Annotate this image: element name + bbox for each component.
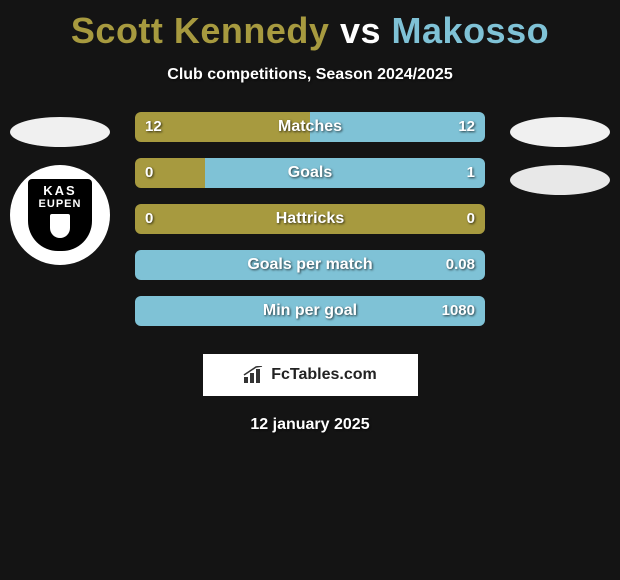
bar-label: Goals <box>135 158 485 188</box>
player1-photo-placeholder <box>10 117 110 147</box>
player2-club-placeholder <box>510 165 610 195</box>
player1-club-badge: KAS EUPEN <box>10 165 110 265</box>
bar-value-player2: 1080 <box>442 296 475 326</box>
bar-value-player1: 0 <box>145 158 153 188</box>
left-side-column: KAS EUPEN <box>0 112 120 265</box>
bar-value-player2: 1 <box>467 158 475 188</box>
comparison-body: KAS EUPEN Matches1212Goals01Hattricks00G… <box>0 112 620 342</box>
bar-row: Matches12 12 <box>135 112 485 142</box>
bar-label: Goals per match <box>135 250 485 280</box>
vs-text: vs <box>340 10 381 51</box>
club-line2: EUPEN <box>39 198 82 210</box>
bar-label: Hattricks <box>135 204 485 234</box>
fctables-text: FcTables.com <box>271 366 377 384</box>
bar-label: Matches <box>135 112 485 142</box>
club-shield: KAS EUPEN <box>28 179 92 251</box>
bar-row: Goals per match0.08 <box>135 250 485 280</box>
date-label: 12 january 2025 <box>0 416 620 434</box>
bar-label: Min per goal <box>135 296 485 326</box>
comparison-bars: Matches1212Goals01Hattricks00Goals per m… <box>135 112 485 342</box>
bar-value-player1: 0 <box>145 204 153 234</box>
player2-name: Makosso <box>392 10 550 51</box>
bar-value-player2: 0.08 <box>446 250 475 280</box>
bars-icon <box>243 366 265 384</box>
bar-value-player1: 12 <box>145 112 162 142</box>
subtitle: Club competitions, Season 2024/2025 <box>0 66 620 84</box>
bar-value-player2: 0 <box>467 204 475 234</box>
bar-row: Hattricks0 0 <box>135 204 485 234</box>
fctables-logo: FcTables.com <box>203 354 418 396</box>
comparison-title: Scott Kennedy vs Makosso <box>0 0 620 52</box>
bar-row: Goals0 1 <box>135 158 485 188</box>
right-side-column <box>500 112 620 195</box>
player1-name: Scott Kennedy <box>71 10 330 51</box>
bar-row: Min per goal1080 <box>135 296 485 326</box>
club-crest-icon <box>50 214 70 238</box>
bar-value-player2: 12 <box>458 112 475 142</box>
club-line1: KAS <box>43 183 76 198</box>
player2-photo-placeholder <box>510 117 610 147</box>
